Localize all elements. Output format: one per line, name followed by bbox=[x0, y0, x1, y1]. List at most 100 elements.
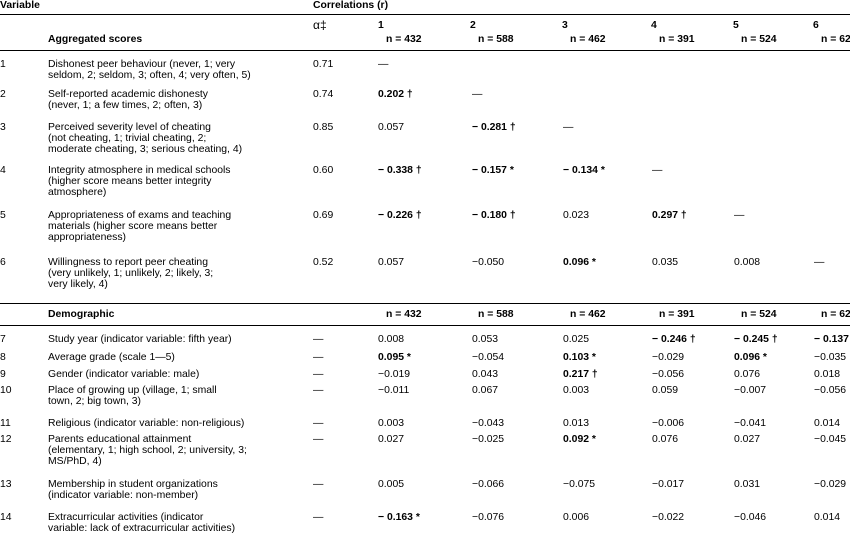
row-id: 6 bbox=[0, 257, 6, 268]
correlation-value: −0.056 bbox=[652, 369, 685, 380]
row-label: Gender (indicator variable: male) bbox=[48, 369, 303, 380]
top-rule bbox=[0, 14, 850, 15]
row-label: Average grade (scale 1—5) bbox=[48, 352, 303, 363]
row-id: 13 bbox=[0, 479, 12, 490]
row-label-line: Dishonest peer behaviour (never, 1; very bbox=[48, 59, 236, 70]
demographic-column-n: n = 432 bbox=[386, 309, 422, 320]
correlation-value: −0.029 bbox=[814, 479, 847, 490]
row-alpha: 0.74 bbox=[313, 89, 334, 100]
row-label-line: Study year (indicator variable: fifth ye… bbox=[48, 334, 232, 345]
row-label-line: Parents educational attainment bbox=[48, 434, 192, 445]
row-label-line: Self-reported academic dishonesty bbox=[48, 89, 208, 100]
row-label-line: Gender (indicator variable: male) bbox=[48, 369, 200, 380]
row-label-line: (not cheating, 1; trivial cheating, 2; bbox=[48, 133, 207, 144]
row-label-line: (higher score means better integrity bbox=[48, 176, 212, 187]
column-n: n = 588 bbox=[478, 34, 514, 45]
correlation-value: 0.297 † bbox=[652, 210, 687, 221]
correlation-value: 0.202 † bbox=[378, 89, 413, 100]
column-number: 5 bbox=[733, 20, 739, 31]
row-label-line: Place of growing up (village, 1; small bbox=[48, 385, 217, 396]
demographic-header: Demographic bbox=[48, 309, 115, 320]
correlation-value: − 0.163 * bbox=[378, 512, 420, 523]
row-alpha: — bbox=[313, 369, 324, 380]
row-alpha: 0.69 bbox=[313, 210, 334, 221]
correlation-value: — bbox=[378, 59, 389, 70]
row-label: Integrity atmosphere in medical schools(… bbox=[48, 165, 303, 198]
correlation-value: − 0.137 * bbox=[814, 334, 850, 345]
row-label-line: Extracurricular activities (indicator bbox=[48, 512, 204, 523]
row-label: Place of growing up (village, 1; small to… bbox=[48, 385, 303, 407]
correlation-value: −0.066 bbox=[472, 479, 505, 490]
correlation-value: − 0.245 † bbox=[734, 334, 778, 345]
correlation-value: — bbox=[472, 89, 483, 100]
column-number: 1 bbox=[378, 20, 384, 31]
correlation-value: 0.043 bbox=[472, 369, 499, 380]
correlation-value: −0.029 bbox=[652, 352, 685, 363]
demographic-column-n: n = 462 bbox=[570, 309, 606, 320]
column-n: n = 629 bbox=[821, 34, 850, 45]
row-id: 4 bbox=[0, 165, 6, 176]
row-label: Self-reported academic dishonesty (never,… bbox=[48, 89, 303, 111]
correlation-value: 0.023 bbox=[563, 210, 590, 221]
row-alpha: — bbox=[313, 352, 324, 363]
correlation-value: 0.092 * bbox=[563, 434, 596, 445]
row-label: Study year (indicator variable: fifth ye… bbox=[48, 334, 303, 345]
correlation-value: 0.014 bbox=[814, 418, 841, 429]
correlation-value: −0.056 bbox=[814, 385, 847, 396]
correlation-value: 0.003 bbox=[378, 418, 405, 429]
correlation-value: −0.007 bbox=[734, 385, 767, 396]
correlation-value: −0.022 bbox=[652, 512, 685, 523]
row-alpha: 0.52 bbox=[313, 257, 334, 268]
row-label-line: seldom, 2; seldom, 3; often, 4; very oft… bbox=[48, 70, 251, 81]
correlation-value: 0.095 * bbox=[378, 352, 411, 363]
column-number: 4 bbox=[651, 20, 657, 31]
correlation-value: −0.045 bbox=[814, 434, 847, 445]
row-label-line: Average grade (scale 1—5) bbox=[48, 352, 175, 363]
variable-header: Variable bbox=[0, 0, 40, 11]
correlation-value: −0.019 bbox=[378, 369, 411, 380]
correlation-value: −0.075 bbox=[563, 479, 596, 490]
correlation-value: − 0.338 † bbox=[378, 165, 422, 176]
column-number: 2 bbox=[470, 20, 476, 31]
correlation-value: 0.076 bbox=[734, 369, 761, 380]
correlation-value: 0.027 bbox=[734, 434, 761, 445]
row-label-line: (elementary, 1; high school, 2; universi… bbox=[48, 445, 247, 456]
row-id: 11 bbox=[0, 418, 11, 429]
correlation-value: −0.076 bbox=[472, 512, 505, 523]
correlation-value: 0.014 bbox=[814, 512, 841, 523]
correlation-value: 0.076 bbox=[652, 434, 679, 445]
correlation-value: −0.011 bbox=[378, 385, 410, 396]
correlation-value: −0.043 bbox=[472, 418, 505, 429]
correlation-value: − 0.134 * bbox=[563, 165, 605, 176]
row-label: Dishonest peer behaviour (never, 1; very… bbox=[48, 59, 303, 81]
section-rule bbox=[0, 303, 850, 304]
row-label-line: (very unlikely, 1; unlikely, 2; likely, … bbox=[48, 268, 214, 279]
row-label-line: materials (higher score means better bbox=[48, 221, 218, 232]
row-id: 12 bbox=[0, 434, 12, 445]
row-id: 9 bbox=[0, 369, 6, 380]
row-label-line: MS/PhD, 4) bbox=[48, 456, 102, 467]
column-n: n = 462 bbox=[570, 34, 606, 45]
column-n: n = 524 bbox=[741, 34, 777, 45]
correlation-value: 0.217 † bbox=[563, 369, 598, 380]
row-label-line: (indicator variable: non-member) bbox=[48, 490, 199, 501]
row-alpha: 0.71 bbox=[313, 59, 334, 70]
row-alpha: — bbox=[313, 512, 324, 523]
correlation-value: 0.096 * bbox=[734, 352, 767, 363]
row-label-line: variable: lack of extracurricular activi… bbox=[48, 523, 236, 534]
correlation-value: 0.013 bbox=[563, 418, 590, 429]
correlation-value: 0.103 * bbox=[563, 352, 596, 363]
row-label: Parents educational attainment (elementar… bbox=[48, 434, 303, 467]
correlation-value: — bbox=[734, 210, 745, 221]
correlation-value: 0.059 bbox=[652, 385, 679, 396]
row-label-line: appropriateness) bbox=[48, 232, 126, 243]
correlation-value: − 0.246 † bbox=[652, 334, 696, 345]
row-alpha: — bbox=[313, 385, 324, 396]
row-label: Extracurricular activities (indicator var… bbox=[48, 512, 303, 534]
row-label-line: Appropriateness of exams and teaching bbox=[48, 210, 232, 221]
correlation-value: −0.041 bbox=[734, 418, 767, 429]
correlation-value: 0.027 bbox=[378, 434, 405, 445]
correlation-value: 0.018 bbox=[814, 369, 841, 380]
correlation-value: 0.035 bbox=[652, 257, 679, 268]
row-label-line: town, 2; big town, 3) bbox=[48, 396, 141, 407]
